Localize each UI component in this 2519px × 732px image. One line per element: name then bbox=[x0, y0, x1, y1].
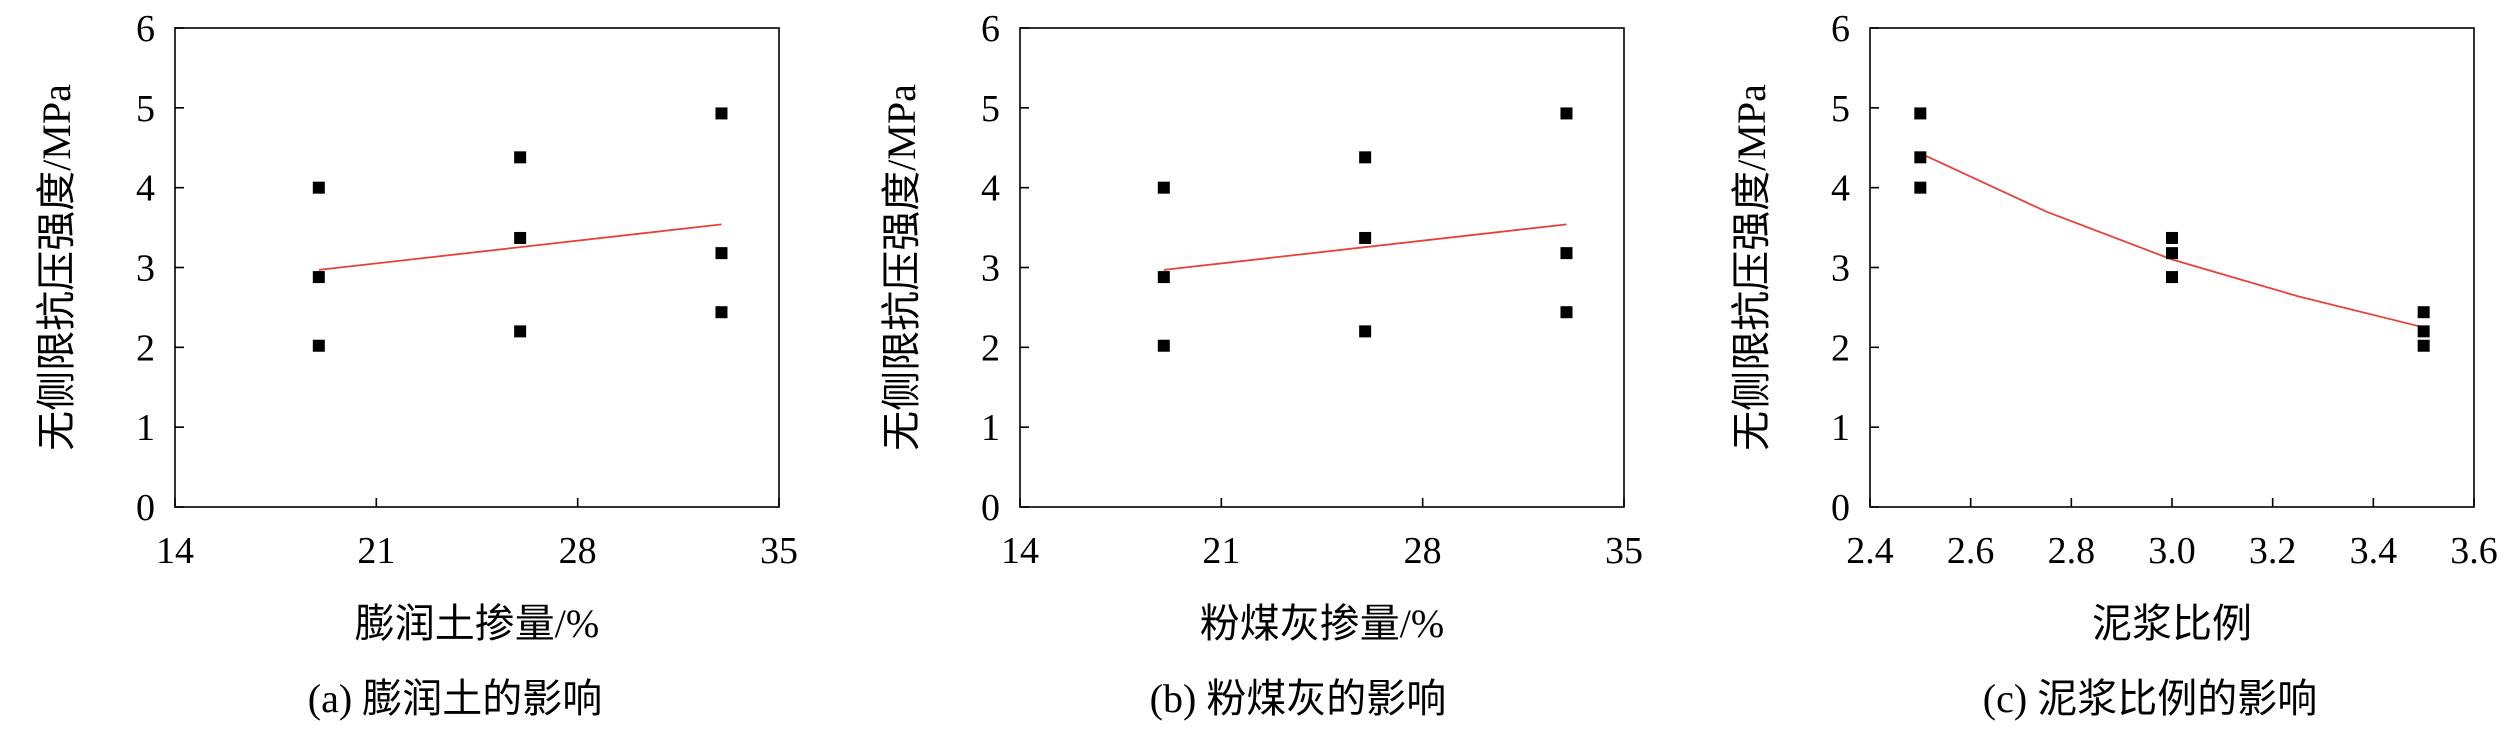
panel-caption: (a) 膨润土的影响 bbox=[308, 676, 602, 721]
data-point bbox=[715, 306, 728, 319]
data-point bbox=[2166, 271, 2178, 284]
data-point bbox=[1157, 271, 1170, 284]
trend-line bbox=[318, 223, 722, 271]
y-tick-label: 0 bbox=[981, 487, 1000, 529]
data-point bbox=[715, 107, 728, 120]
plot-frame bbox=[1019, 27, 1625, 508]
panel-caption: (b) 粉煤灰的影响 bbox=[1150, 676, 1447, 721]
y-tick-label: 6 bbox=[136, 8, 155, 50]
y-tick-label: 5 bbox=[981, 88, 1000, 130]
trend-line bbox=[1163, 223, 1567, 271]
x-tick-label: 35 bbox=[760, 530, 798, 572]
x-axis-label: 泥浆比例 bbox=[2092, 601, 2252, 646]
data-point bbox=[1157, 339, 1170, 352]
data-point bbox=[1157, 181, 1170, 194]
trend-line bbox=[1919, 152, 2424, 329]
data-point bbox=[1560, 107, 1573, 120]
data-point bbox=[2417, 325, 2430, 338]
y-tick-label: 6 bbox=[981, 8, 1000, 50]
data-point bbox=[715, 247, 728, 260]
data-point bbox=[1359, 231, 1372, 244]
y-tick-label: 2 bbox=[981, 327, 1000, 369]
data-point bbox=[1560, 306, 1573, 319]
x-tick-label: 14 bbox=[1001, 530, 1039, 572]
y-tick-label: 6 bbox=[1831, 8, 1850, 50]
data-point bbox=[1914, 107, 1927, 120]
y-axis-label: 无侧限抗压强度/MPa bbox=[879, 84, 924, 451]
x-tick-label: 28 bbox=[559, 530, 597, 572]
data-point bbox=[1914, 151, 1927, 164]
y-tick-label: 2 bbox=[1831, 327, 1850, 369]
x-tick-label: 21 bbox=[357, 530, 395, 572]
data-point bbox=[1359, 151, 1372, 164]
y-axis-label: 无侧限抗压强度/MPa bbox=[1729, 84, 1774, 451]
x-tick-label: 35 bbox=[1605, 530, 1643, 572]
y-tick-label: 0 bbox=[1831, 487, 1850, 529]
x-tick-label: 3.4 bbox=[2350, 530, 2398, 572]
y-tick-label: 5 bbox=[136, 88, 155, 130]
x-tick-label: 3.2 bbox=[2249, 530, 2297, 572]
plot-frame bbox=[1869, 27, 2475, 508]
data-point bbox=[514, 151, 527, 164]
x-tick-label: 2.6 bbox=[1947, 530, 1995, 572]
y-tick-label: 3 bbox=[136, 248, 155, 290]
chart-panel-2: 0 1 2 3 4 5 6 14 21 28 35 粉煤灰掺量/% 无侧限抗压强度/MPa (b) 粉煤灰… bbox=[879, 8, 1643, 721]
data-point bbox=[514, 325, 527, 338]
data-point bbox=[1560, 247, 1573, 260]
x-axis-label: 膨润土掺量/% bbox=[355, 601, 599, 646]
data-point bbox=[2166, 231, 2178, 244]
chart-panel-3: 0 1 2 3 4 5 6 2.4 2.6 2.8 3.0 3.2 3.4 3.6 泥浆比例 无侧限抗压强度/… bbox=[1729, 8, 2498, 721]
data-point bbox=[514, 231, 527, 244]
x-axis-label: 粉煤灰掺量/% bbox=[1200, 601, 1444, 646]
x-tick-label: 2.4 bbox=[1846, 530, 1894, 572]
plot-frame bbox=[174, 27, 780, 508]
x-tick-label: 2.8 bbox=[2048, 530, 2096, 572]
data-point bbox=[2166, 247, 2178, 260]
y-tick-label: 2 bbox=[136, 327, 155, 369]
data-point bbox=[312, 271, 325, 284]
y-axis-label: 无侧限抗压强度/MPa bbox=[34, 84, 79, 451]
y-tick-label: 3 bbox=[1831, 248, 1850, 290]
x-tick-label: 21 bbox=[1202, 530, 1240, 572]
panel-caption: (c) 泥浆比例的影响 bbox=[1983, 676, 2317, 721]
x-tick-label: 3.0 bbox=[2148, 530, 2196, 572]
y-tick-label: 4 bbox=[136, 168, 155, 210]
y-tick-label: 4 bbox=[981, 168, 1000, 210]
data-point bbox=[1359, 325, 1372, 338]
y-tick-label: 1 bbox=[136, 407, 155, 449]
data-point bbox=[312, 339, 325, 352]
data-point bbox=[1914, 181, 1927, 194]
y-tick-label: 3 bbox=[981, 248, 1000, 290]
y-tick-label: 0 bbox=[136, 487, 155, 529]
data-point bbox=[312, 181, 325, 194]
y-tick-label: 1 bbox=[1831, 407, 1850, 449]
x-tick-label: 3.6 bbox=[2450, 530, 2498, 572]
x-tick-label: 14 bbox=[156, 530, 194, 572]
y-tick-label: 4 bbox=[1831, 168, 1850, 210]
data-point bbox=[2417, 339, 2430, 352]
x-tick-label: 28 bbox=[1404, 530, 1442, 572]
y-tick-label: 5 bbox=[1831, 88, 1850, 130]
data-point bbox=[2417, 306, 2430, 319]
y-tick-label: 1 bbox=[981, 407, 1000, 449]
chart-panel-1: 0 1 2 3 4 5 6 14 21 28 35 膨润土掺量/% 无侧限抗压强度/MPa (a) 膨润土… bbox=[34, 8, 798, 721]
